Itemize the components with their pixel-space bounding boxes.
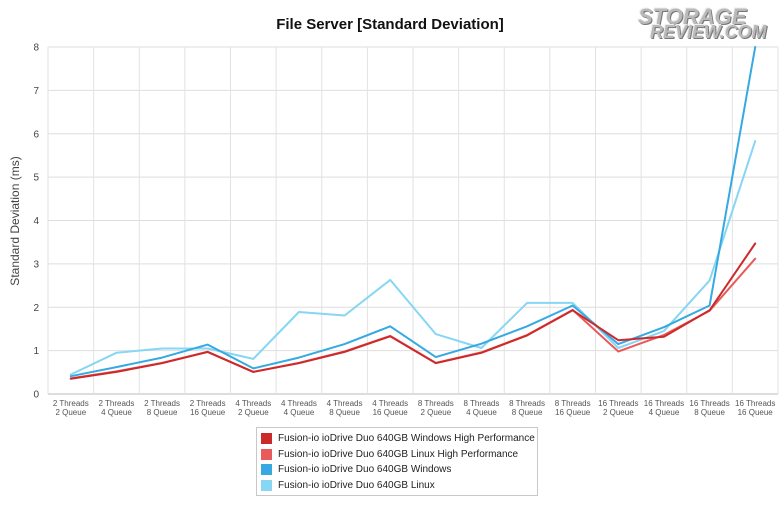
legend-label: Fusion-io ioDrive Duo 640GB Windows High…: [278, 433, 535, 445]
y-tick-label: 6: [33, 129, 39, 140]
legend-swatch: [261, 464, 272, 476]
x-tick-label: 4 Threads 4 Queue: [281, 399, 317, 417]
legend-item: Fusion-io ioDrive Duo 640GB Windows High…: [261, 431, 535, 447]
y-axis-label: Standard Deviation (ms): [8, 156, 22, 285]
x-tick-label: 4 Threads 16 Queue: [372, 399, 408, 417]
x-tick-label: 8 Threads 2 Queue: [418, 399, 454, 417]
x-tick-label: 2 Threads 16 Queue: [190, 399, 226, 417]
x-tick-label: 2 Threads 4 Queue: [99, 399, 135, 417]
y-tick-label: 7: [33, 86, 39, 97]
series-line-4: [69, 140, 757, 376]
x-tick-label: 4 Threads 8 Queue: [327, 399, 363, 417]
series-lines: [69, 46, 757, 380]
x-tick-label: 8 Threads 16 Queue: [555, 399, 591, 417]
storagereview-logo: STORAGE REVIEW.COM: [636, 4, 767, 44]
legend-item: Fusion-io ioDrive Duo 640GB Linux: [261, 478, 533, 494]
x-tick-label: 2 Threads 8 Queue: [144, 399, 180, 417]
x-tick-label: 16 Threads 16 Queue: [735, 399, 775, 417]
x-tick-label: 16 Threads 8 Queue: [689, 399, 729, 417]
y-axis: 0 1 2 3 4 5 6 7 8: [33, 43, 39, 401]
y-tick-label: 5: [33, 173, 39, 184]
chart-title: File Server [Standard Deviation]: [276, 16, 504, 33]
legend-item: Fusion-io ioDrive Duo 640GB Linux High P…: [261, 447, 533, 463]
x-axis: 2 Threads 2 Queue 2 Threads 4 Queue 2 Thread…: [53, 399, 775, 417]
series-line-1: [69, 242, 757, 380]
legend-swatch: [261, 448, 272, 460]
y-tick-label: 2: [33, 303, 39, 314]
x-tick-label: 16 Threads 4 Queue: [644, 399, 684, 417]
y-tick-label: 4: [33, 216, 39, 227]
x-tick-label: 8 Threads 8 Queue: [509, 399, 545, 417]
logo-line-1: STORAGE: [638, 4, 747, 29]
series-line-3: [69, 46, 757, 378]
x-tick-label: 16 Threads 2 Queue: [598, 399, 638, 417]
legend-label: Fusion-io ioDrive Duo 640GB Linux: [278, 479, 435, 491]
legend-item: Fusion-io ioDrive Duo 640GB Windows: [261, 462, 533, 478]
y-tick-label: 3: [33, 259, 39, 270]
x-tick-label: 2 Threads 2 Queue: [53, 399, 89, 417]
legend-label: Fusion-io ioDrive Duo 640GB Windows: [278, 464, 452, 476]
legend-swatch: [261, 433, 272, 445]
y-tick-label: 0: [33, 390, 39, 401]
legend-swatch: [261, 479, 272, 491]
y-tick-label: 8: [33, 43, 39, 54]
legend-label: Fusion-io ioDrive Duo 640GB Linux High P…: [278, 448, 519, 460]
x-tick-label: 4 Threads 2 Queue: [235, 399, 271, 417]
x-tick-label: 8 Threads 4 Queue: [464, 399, 500, 417]
y-tick-label: 1: [33, 346, 39, 357]
logo-line-2: REVIEW.COM: [650, 22, 767, 42]
legend: Fusion-io ioDrive Duo 640GB Windows High…: [256, 427, 538, 496]
